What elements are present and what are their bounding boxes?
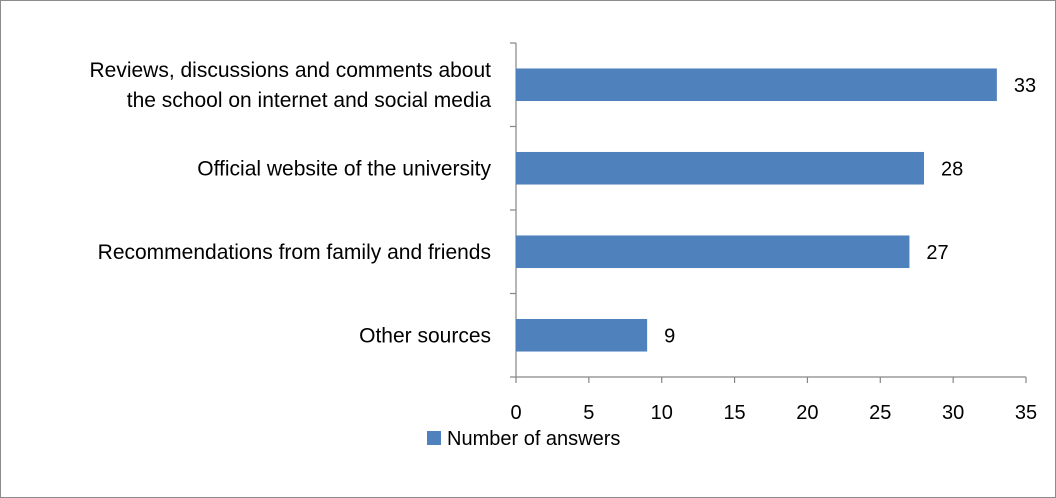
x-tick-label: 20	[796, 402, 818, 424]
data-label: 33	[1014, 75, 1036, 97]
legend-label: Number of answers	[447, 428, 620, 450]
x-tick-label: 0	[510, 402, 521, 424]
x-tick-label: 15	[723, 402, 745, 424]
legend-swatch	[427, 431, 441, 445]
category-label: Reviews, discussions and comments about	[89, 59, 491, 82]
category-label: Recommendations from family and friends	[98, 241, 491, 264]
category-label: Other sources	[359, 324, 491, 347]
category-label: the school on internet and social media	[127, 89, 492, 112]
chart-legend: Number of answers	[427, 428, 620, 450]
x-tick-label: 30	[942, 402, 964, 424]
x-tick-label: 10	[651, 402, 673, 424]
chart-bars	[516, 68, 997, 352]
bar-4	[516, 318, 648, 352]
x-tick-label: 5	[583, 402, 594, 424]
x-tick-label: 25	[869, 402, 891, 424]
bar-2	[516, 151, 924, 185]
bar-1	[516, 68, 997, 102]
data-label: 28	[941, 158, 963, 180]
x-tick-label: 35	[1015, 402, 1037, 424]
chart-labels: 0 5 10 15 20 25 30 35 33 Reviews, discussions and…	[89, 59, 1037, 424]
data-label: 27	[926, 242, 948, 264]
data-label: 9	[664, 325, 675, 347]
bar-3	[516, 235, 910, 269]
category-label: Official website of the university	[197, 157, 491, 180]
